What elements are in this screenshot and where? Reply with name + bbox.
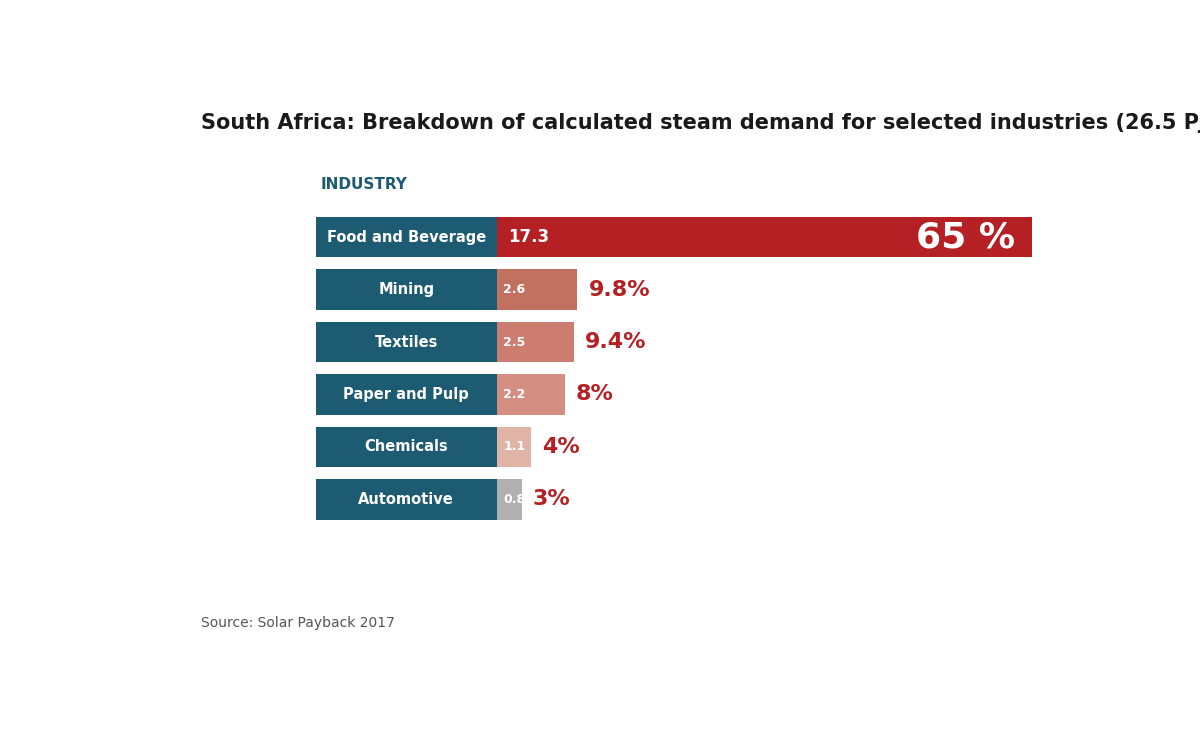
Text: South Africa: Breakdown of calculated steam demand for selected industries (26.5: South Africa: Breakdown of calculated st…: [202, 113, 1200, 133]
Text: 9.4%: 9.4%: [586, 332, 647, 352]
FancyBboxPatch shape: [316, 269, 497, 310]
Text: Paper and Pulp: Paper and Pulp: [343, 387, 469, 402]
FancyBboxPatch shape: [266, 479, 307, 520]
Text: 2.2: 2.2: [504, 388, 526, 401]
FancyBboxPatch shape: [497, 217, 1032, 258]
Text: Source: Solar Payback 2017: Source: Solar Payback 2017: [202, 616, 395, 630]
FancyBboxPatch shape: [497, 322, 574, 362]
Text: Chemicals: Chemicals: [365, 439, 448, 455]
Text: INDUSTRY: INDUSTRY: [320, 177, 407, 192]
Text: Automotive: Automotive: [359, 492, 454, 507]
Text: 2.5: 2.5: [504, 335, 526, 348]
Text: 0.8: 0.8: [504, 493, 526, 506]
FancyBboxPatch shape: [266, 217, 307, 258]
FancyBboxPatch shape: [497, 427, 530, 467]
Text: 3%: 3%: [533, 489, 570, 509]
Text: Textiles: Textiles: [374, 335, 438, 350]
Text: 65 %: 65 %: [916, 220, 1015, 254]
FancyBboxPatch shape: [497, 269, 577, 310]
Text: 8%: 8%: [576, 384, 614, 405]
Text: Mining: Mining: [378, 282, 434, 297]
FancyBboxPatch shape: [497, 479, 522, 520]
FancyBboxPatch shape: [266, 322, 307, 362]
Text: Food and Beverage: Food and Beverage: [326, 230, 486, 244]
FancyBboxPatch shape: [497, 374, 565, 415]
FancyBboxPatch shape: [316, 322, 497, 362]
Text: 17.3: 17.3: [508, 228, 550, 246]
Text: 1.1: 1.1: [504, 441, 526, 453]
Text: 2.6: 2.6: [504, 283, 526, 296]
FancyBboxPatch shape: [266, 374, 307, 415]
Text: 9.8%: 9.8%: [588, 280, 650, 299]
FancyBboxPatch shape: [316, 217, 497, 258]
FancyBboxPatch shape: [316, 479, 497, 520]
FancyBboxPatch shape: [316, 374, 497, 415]
Text: 4%: 4%: [542, 437, 580, 457]
FancyBboxPatch shape: [316, 427, 497, 467]
FancyBboxPatch shape: [266, 427, 307, 467]
FancyBboxPatch shape: [266, 269, 307, 310]
